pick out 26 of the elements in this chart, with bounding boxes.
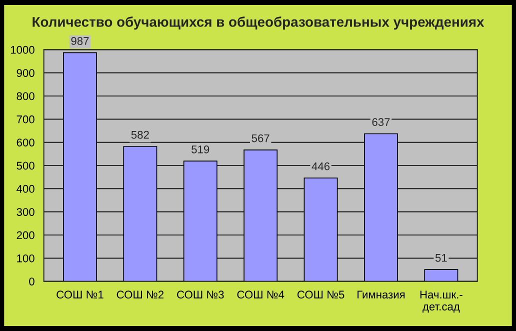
data-label: 446: [312, 162, 330, 170]
x-tick-label: Гимназия: [358, 290, 405, 299]
y-tick-label: 700: [16, 115, 34, 124]
data-label: 519: [192, 145, 210, 154]
x-tick-label: Нач.шк.- дет.сад: [420, 290, 462, 313]
y-tick-label: 300: [16, 208, 34, 216]
x-tick-label: СОШ №1: [56, 290, 104, 299]
y-tick-label: 400: [16, 184, 34, 193]
y-tick-label: 0: [29, 278, 34, 286]
y-tick-label: 600: [16, 138, 34, 146]
y-tick-label: 800: [16, 92, 34, 100]
chart-title: Количество обучающихся в общеобразовательных учреждениях: [32, 16, 484, 30]
y-tick-label: 200: [16, 231, 34, 240]
x-tick-label: СОШ №4: [237, 290, 284, 299]
y-tick-label: 100: [17, 254, 34, 262]
y-tick-label: 900: [16, 69, 34, 77]
data-label: 567: [252, 134, 270, 142]
y-tick-label: 500: [16, 162, 34, 170]
x-tick-label: СОШ №5: [297, 290, 344, 299]
data-label: 51: [435, 254, 447, 262]
y-tick-label: 1000: [10, 46, 34, 54]
x-tick-label: СОШ №3: [177, 290, 224, 299]
data-label: 987: [71, 37, 89, 45]
x-tick-label: СОШ №2: [116, 290, 164, 299]
data-label: 582: [131, 130, 149, 139]
data-label: 637: [372, 118, 390, 126]
